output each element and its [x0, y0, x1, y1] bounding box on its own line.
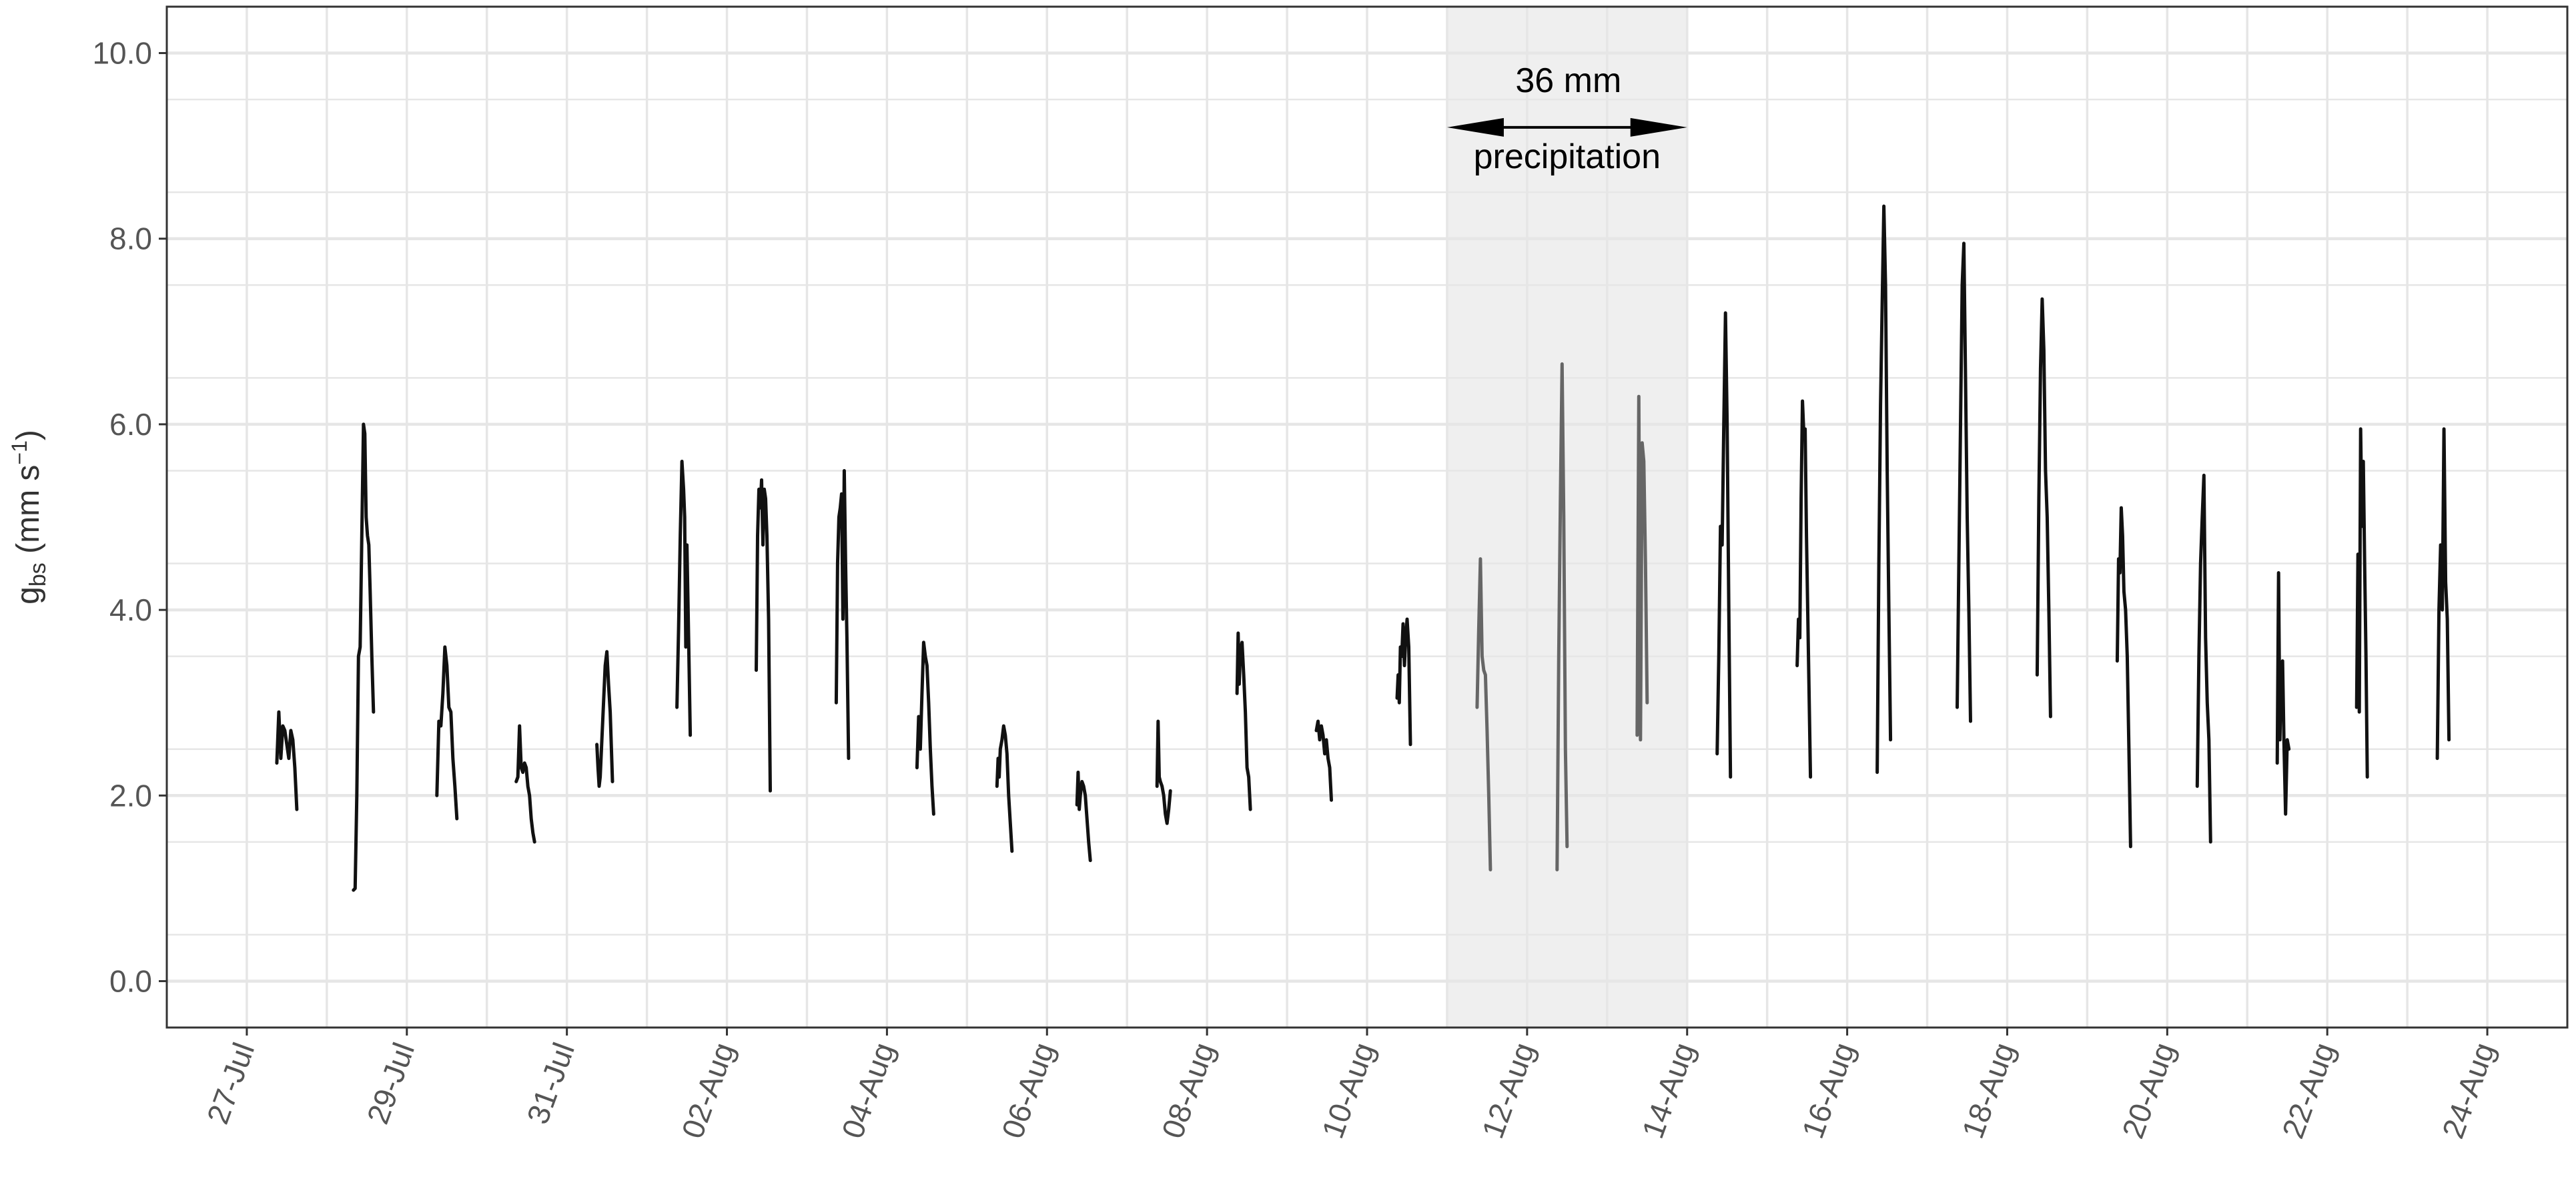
series-line-rain-day [1475, 557, 1492, 871]
series-line [595, 650, 614, 788]
series-line [1715, 311, 1733, 779]
series-line [352, 422, 376, 892]
series-line [2435, 427, 2451, 761]
y-axis-label-close: ) [11, 430, 46, 440]
series-line [675, 460, 693, 737]
series-lines [275, 204, 2451, 892]
annotation-arrow-head-right [1630, 117, 1687, 137]
y-tick-label: 10.0 [92, 36, 152, 71]
y-tick-label: 6.0 [109, 407, 152, 442]
series-line [1875, 204, 1893, 774]
precipitation-annotation: 36 mm precipitation [1446, 61, 1687, 176]
series-line [514, 724, 536, 844]
series-line [834, 469, 851, 761]
series-line [995, 724, 1014, 853]
series-line-rain-day [1635, 394, 1649, 742]
y-axis-label-main: g [11, 586, 46, 605]
series-line [1395, 617, 1412, 747]
y-axis-label-subscript: bs [25, 562, 51, 586]
y-tick-label: 8.0 [109, 222, 152, 256]
series-line [1235, 631, 1252, 811]
series-line [1155, 719, 1172, 825]
y-tick-label: 0.0 [109, 963, 152, 998]
series-line [915, 641, 935, 816]
series-line [1075, 771, 1092, 863]
annotation-arrow-head-left [1446, 117, 1504, 137]
y-axis-label-superscript: −1 [7, 440, 31, 464]
y-tick-label: 4.0 [109, 592, 152, 627]
y-axis-label-unit: (mm s [11, 465, 46, 563]
series-line [755, 478, 772, 793]
series-line [275, 710, 299, 811]
series-line [2195, 473, 2212, 844]
annotation-label: precipitation [1474, 137, 1661, 176]
series-line [1795, 399, 1813, 779]
annotation-amount: 36 mm [1515, 61, 1621, 100]
series-line-rain-day [1555, 362, 1569, 871]
precipitation-shaded-region [1446, 7, 1687, 1028]
series-line [1314, 719, 1333, 802]
y-tick-label: 2.0 [109, 778, 152, 813]
series-line [2354, 427, 2369, 779]
series-line [2115, 506, 2132, 849]
series-line [1956, 242, 1972, 723]
y-axis-ticks: 0.0 2.0 4.0 6.0 8.0 10.0 [92, 36, 167, 998]
series-line [435, 645, 459, 821]
series-line [2275, 571, 2291, 816]
series-line [2035, 297, 2052, 719]
y-axis-label: gbs (mm s−1) [7, 430, 51, 605]
gridlines [167, 7, 2567, 1028]
